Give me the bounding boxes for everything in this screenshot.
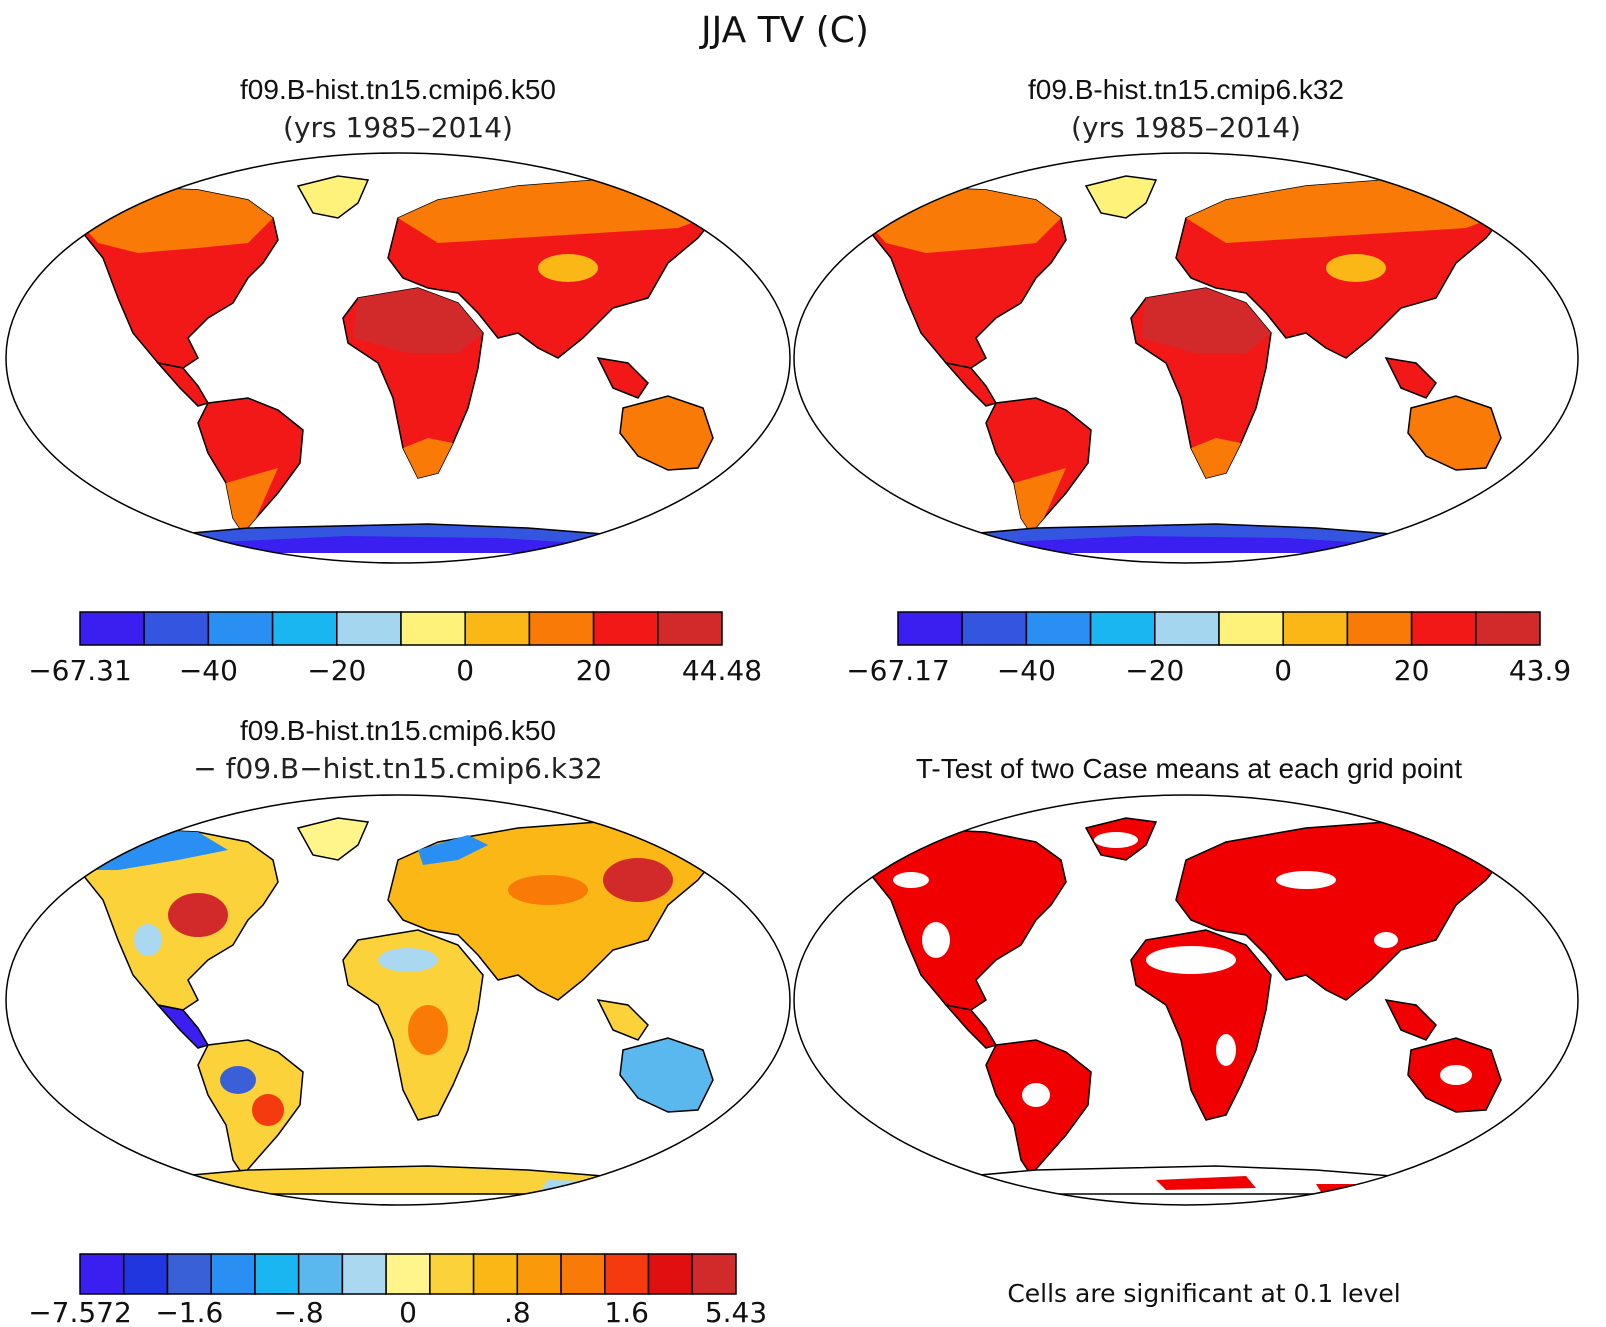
panel-subtitle: (yrs 1985–2014) bbox=[283, 111, 513, 144]
colorbar-swatch bbox=[271, 611, 338, 646]
colorbar-swatch bbox=[210, 1253, 256, 1295]
land-shading bbox=[66, 175, 720, 553]
colorbar-label: 20 bbox=[576, 654, 612, 687]
map-frame bbox=[5, 794, 791, 1206]
panel-subtitle: − f09.B−hist.tn15.cmip6.k32 bbox=[193, 752, 602, 785]
colorbar-swatch bbox=[1025, 611, 1092, 646]
panel-title: f09.B-hist.tn15.cmip6.k50 bbox=[240, 74, 556, 105]
panel-ttest: T-Test of two Case means at each grid po… bbox=[793, 753, 1579, 1308]
colorbar-swatch bbox=[472, 1253, 519, 1295]
colorbar-swatch bbox=[297, 1253, 344, 1295]
non-significant-gaps bbox=[893, 832, 1472, 1107]
colorbar-swatch bbox=[166, 1253, 212, 1295]
panel-k32: f09.B-hist.tn15.cmip6.k32 (yrs 1985–2014… bbox=[793, 74, 1579, 687]
colorbar-swatch bbox=[385, 1253, 431, 1295]
colorbar-label: 0 bbox=[456, 654, 474, 687]
figure-title: JJA TV (C) bbox=[699, 10, 869, 51]
panel-difference: f09.B-hist.tn15.cmip6.k50 − f09.B−hist.t… bbox=[5, 715, 791, 1327]
significance-note: Cells are significant at 0.1 level bbox=[1007, 1279, 1400, 1308]
colorbar-swatch bbox=[1475, 611, 1541, 646]
map-frame bbox=[793, 794, 1579, 1206]
colorbar-swatch bbox=[961, 611, 1028, 646]
colorbar-swatch bbox=[604, 1253, 650, 1295]
colorbar-label: 0 bbox=[399, 1296, 417, 1327]
colorbar-swatch bbox=[1282, 611, 1349, 646]
colorbar-swatch bbox=[1089, 611, 1156, 646]
panel-subtitle: (yrs 1985–2014) bbox=[1071, 111, 1301, 144]
colorbar-label: 20 bbox=[1394, 654, 1430, 687]
colorbar-swatch bbox=[79, 611, 145, 646]
colorbar-swatch bbox=[1410, 611, 1477, 646]
colorbar-label: −7.572 bbox=[28, 1296, 132, 1327]
colorbar-label: −67.17 bbox=[846, 654, 950, 687]
colorbar-swatch bbox=[429, 1253, 475, 1295]
colorbar-label: .8 bbox=[504, 1296, 531, 1327]
land-shading bbox=[66, 817, 720, 1195]
panel-title: f09.B-hist.tn15.cmip6.k32 bbox=[1028, 74, 1344, 105]
colorbar-swatch bbox=[143, 611, 210, 646]
colorbar-label: −20 bbox=[1125, 654, 1184, 687]
colorbar-swatch bbox=[897, 611, 963, 646]
colorbar-label: 5.43 bbox=[705, 1296, 767, 1327]
colorbar-label: 44.48 bbox=[682, 654, 762, 687]
colorbar-label: −40 bbox=[997, 654, 1056, 687]
colorbar-swatch bbox=[647, 1253, 694, 1295]
panel-k50: f09.B-hist.tn15.cmip6.k50 (yrs 1985–2014… bbox=[5, 74, 791, 687]
colorbar-swatch bbox=[592, 611, 659, 646]
colorbar: −67.17 −40 −20 0 20 43.9 bbox=[846, 611, 1571, 687]
panel-title: T-Test of two Case means at each grid po… bbox=[916, 753, 1462, 784]
map-frame bbox=[5, 152, 791, 564]
colorbar: −7.572 −1.6 −.8 0 .8 1.6 5.43 bbox=[28, 1253, 767, 1327]
colorbar-swatch bbox=[341, 1253, 387, 1295]
colorbar-swatch bbox=[79, 1253, 125, 1295]
colorbar-swatch bbox=[207, 611, 274, 646]
colorbar-swatch bbox=[254, 1253, 300, 1295]
colorbar-label: −20 bbox=[307, 654, 366, 687]
colorbar-swatch bbox=[516, 1253, 562, 1295]
colorbar-swatch bbox=[336, 611, 402, 646]
colorbar-swatch bbox=[560, 1253, 606, 1295]
colorbar-swatch bbox=[657, 611, 723, 646]
map-frame bbox=[793, 152, 1579, 564]
colorbar: −67.31 −40 −20 0 20 44.48 bbox=[28, 611, 762, 687]
significance-shading bbox=[854, 817, 1508, 1177]
colorbar-swatch bbox=[400, 611, 466, 646]
colorbar-swatch bbox=[1218, 611, 1284, 646]
colorbar-swatch bbox=[1346, 611, 1413, 646]
colorbar-label: −67.31 bbox=[28, 654, 132, 687]
colorbar-label: −40 bbox=[179, 654, 238, 687]
colorbar-swatch bbox=[528, 611, 595, 646]
colorbar-swatch bbox=[691, 1253, 737, 1295]
colorbar-label: 0 bbox=[1274, 654, 1292, 687]
colorbar-label: −.8 bbox=[274, 1296, 324, 1327]
colorbar-swatch bbox=[464, 611, 531, 646]
land-shading bbox=[854, 175, 1508, 553]
colorbar-swatch bbox=[122, 1253, 169, 1295]
colorbar-label: 1.6 bbox=[604, 1296, 649, 1327]
panel-title: f09.B-hist.tn15.cmip6.k50 bbox=[240, 715, 556, 746]
colorbar-swatch bbox=[1154, 611, 1220, 646]
colorbar-label: 43.9 bbox=[1509, 654, 1571, 687]
colorbar-label: −1.6 bbox=[155, 1296, 223, 1327]
